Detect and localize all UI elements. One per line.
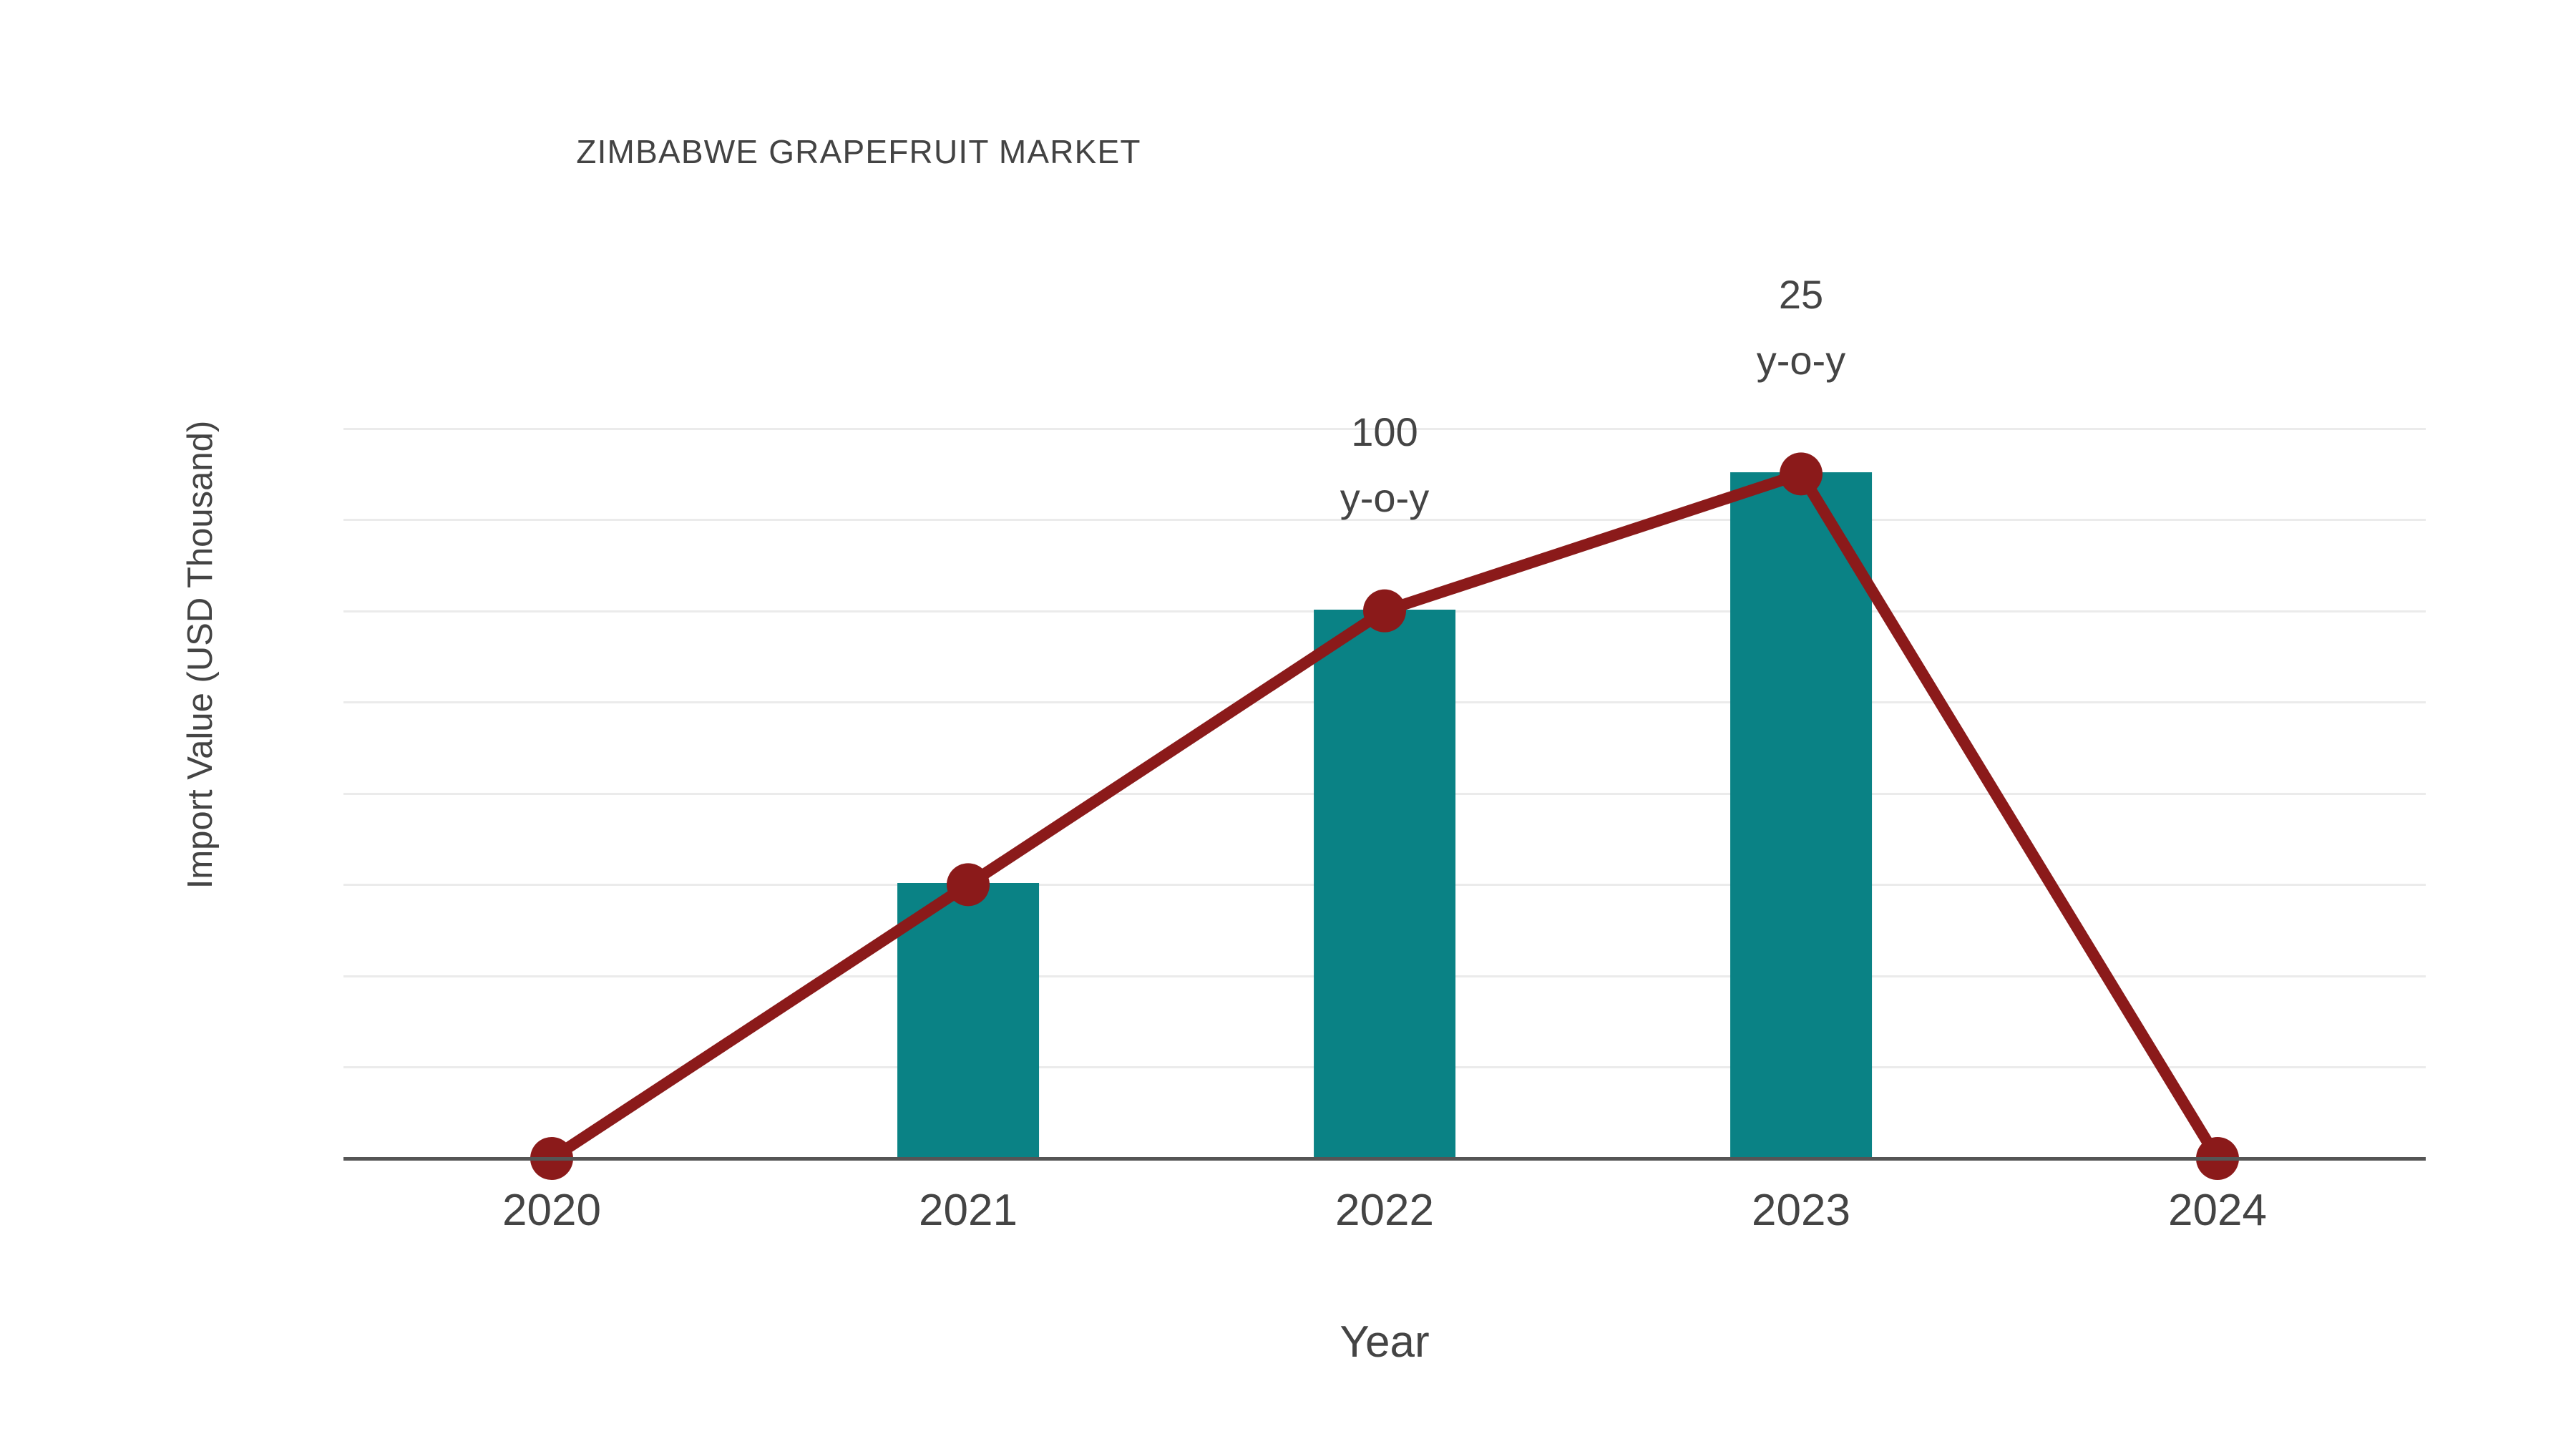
- y-axis-title: Import Value (USD Thousand): [181, 420, 220, 889]
- data-point-marker: [1363, 589, 1406, 633]
- x-axis-tick-label: 2022: [1335, 1186, 1434, 1235]
- gridline: [343, 427, 2426, 430]
- x-axis-tick-label: 2024: [2168, 1186, 2267, 1235]
- x-axis-tick-label: 2023: [1752, 1186, 1850, 1235]
- trend-line: [546, 468, 2223, 1164]
- bar: [1314, 609, 1455, 1157]
- x-axis-tick-label: 2020: [502, 1186, 601, 1235]
- yoy-annotation-value: 100: [1351, 409, 1418, 454]
- x-axis-title: Year: [1340, 1317, 1430, 1367]
- yoy-annotation-unit: y-o-y: [1340, 474, 1430, 520]
- bar: [897, 883, 1039, 1157]
- yoy-annotation-value: 25: [1778, 272, 1824, 318]
- yoy-annotation-unit: y-o-y: [1756, 338, 1846, 384]
- data-point-marker: [947, 863, 990, 907]
- bar: [1730, 472, 1872, 1157]
- x-axis-line: [343, 1157, 2426, 1161]
- data-point-marker: [1780, 452, 1823, 496]
- yoy-annotation: 100 y-o-y: [1170, 407, 1599, 523]
- gridline: [343, 519, 2426, 522]
- chart-title: ZIMBABWE GRAPEFRUIT MARKET: [576, 133, 1141, 170]
- yoy-annotation: 25 y-o-y: [1586, 270, 2016, 386]
- x-axis-tick-label: 2021: [919, 1186, 1018, 1235]
